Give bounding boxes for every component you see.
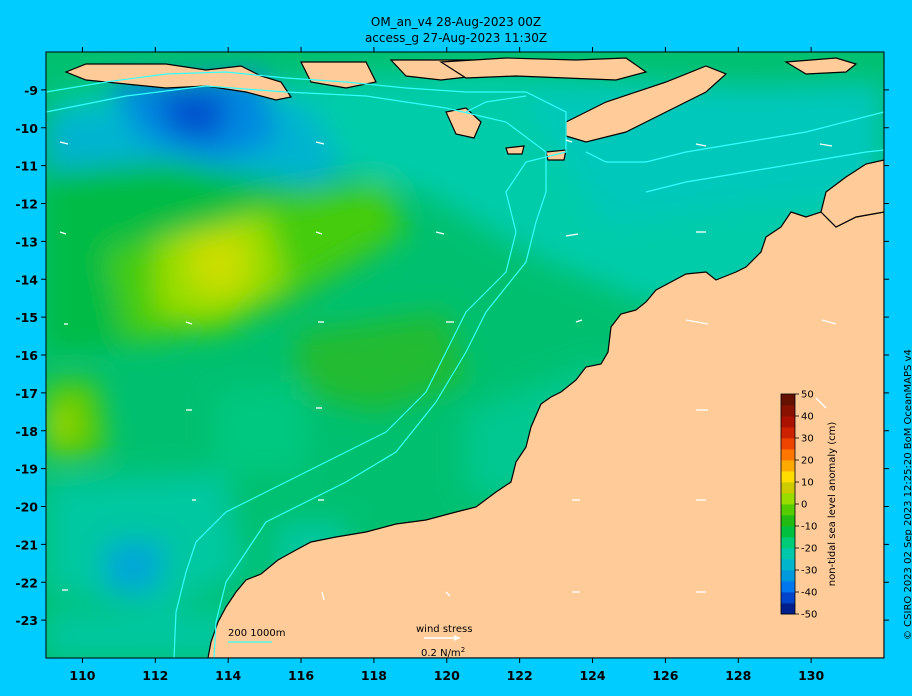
colorbar-band [781,581,795,593]
colorbar-label: non-tidal sea level anomaly (cm) [827,422,838,587]
colorbar-band [781,460,795,472]
y-axis: -9 -10 -11 -12 -13 -14 -15 -16 -17 -18 -19 -20 -21 -2… [15,83,889,628]
x-tick-label: 116 [288,668,314,683]
colorbar-band [781,526,795,538]
y-tick-label: -21 [15,537,38,552]
sea-level-anomaly-map: 50 40 30 20 10 0 -10 -20 -30 -40 -50 non-tidal sea … [46,52,884,658]
legend: 200 1000m wind stress 0.2 N/m2 [228,624,472,658]
wind-stress-scale-value: 0.2 N/m [421,648,461,658]
y-tick-label: -15 [15,310,38,325]
y-tick-label: -17 [15,386,38,401]
colorbar-band [781,416,795,428]
y-tick-label: -20 [15,500,38,515]
colorbar-band [781,515,795,527]
wind-stress-legend-arrowhead [454,635,460,641]
land [64,57,884,658]
x-tick-label: 124 [579,668,605,683]
isobath-legend-label: 200 1000m [228,628,285,639]
colorbar-band [781,548,795,560]
colorbar-tick-label: -30 [801,566,817,577]
y-tick-label: -23 [15,613,38,628]
y-tick-label: -12 [15,197,38,212]
colorbar-tick-label: -50 [801,610,817,621]
x-tick-label: 122 [507,668,533,683]
colorbar-tick-label: -20 [801,544,817,555]
y-tick-label: -19 [15,462,38,477]
y-tick-label: -10 [15,121,38,136]
x-tick-label: 114 [215,668,241,683]
colorbar-tick-label: -10 [801,522,817,533]
colorbar-tick-label: 20 [801,456,814,467]
y-tick-label: -11 [15,159,38,174]
colorbar-band [781,570,795,582]
y-tick-label: -9 [24,83,38,98]
colorbar-band [781,405,795,417]
colorbar-band [781,438,795,450]
colorbar-band [781,603,795,615]
colorbar-tick-label: 10 [801,478,814,489]
wind-stress-legend-title: wind stress [416,624,472,635]
x-tick-label: 130 [798,668,824,683]
colorbar-band [781,559,795,571]
colorbar-band [781,427,795,439]
x-tick-label: 110 [69,668,95,683]
isobath-contours [46,71,884,658]
colorbar-tick-label: 50 [801,390,814,401]
colorbar-tick-label: 0 [801,500,807,511]
colorbar: 50 40 30 20 10 0 -10 -20 -30 -40 -50 non-tidal sea … [780,390,838,621]
map-frame [45,51,885,659]
anomaly-field [46,72,884,658]
wind-stress-scale-exponent: 2 [461,646,465,654]
x-tick-label: 112 [142,668,168,683]
map-title-line2: access_g 27-Aug-2023 11:30Z [364,31,548,45]
colorbar-band [781,493,795,505]
colorbar-band [781,449,795,461]
colorbar-tick-label: 30 [801,434,814,445]
x-axis: 110 112 114 116 118 120 122 124 126 128 130 [69,47,824,683]
colorbar-band [781,471,795,483]
y-tick-label: -14 [15,272,38,287]
y-tick-label: -13 [15,234,38,249]
x-tick-label: 128 [725,668,751,683]
x-tick-label: 126 [652,668,678,683]
y-tick-label: -16 [15,348,38,363]
x-tick-label: 118 [361,668,387,683]
x-tick-label: 120 [434,668,460,683]
credit-text: © CSIRO 2023 02 Sep 2023 12:25:20 BoM Oc… [903,349,912,640]
colorbar-tick-label: 40 [801,412,814,423]
colorbar-band [781,537,795,549]
colorbar-band [781,504,795,516]
colorbar-tick-label: -40 [801,588,817,599]
colorbar-band [781,482,795,494]
wind-stress-legend-scale: 0.2 N/m2 [421,646,465,658]
wind-stress-arrows [59,139,837,601]
y-tick-label: -18 [15,424,38,439]
map-title-line1: OM_an_v4 28-Aug-2023 00Z [370,15,542,29]
colorbar-band [781,592,795,604]
colorbar-band [781,394,795,406]
y-tick-label: -22 [15,575,38,590]
